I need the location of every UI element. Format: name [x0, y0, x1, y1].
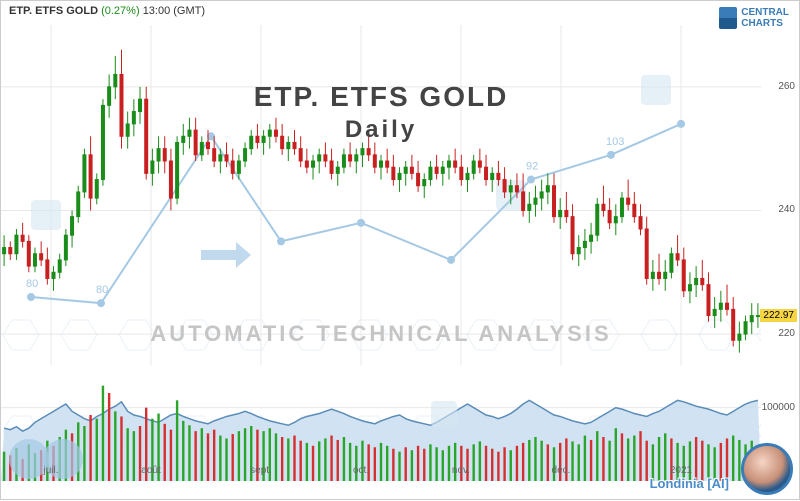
londinia-label[interactable]: Londinia [AI] [650, 476, 729, 491]
svg-text:80: 80 [26, 278, 38, 290]
chart-subtitle: Daily [1, 116, 761, 144]
price-y-axis: 220240260222.97 [759, 25, 799, 365]
timestamp: 13:00 (GMT) [143, 5, 205, 17]
pct-change: (0.27%) [101, 5, 140, 17]
avatar-icon[interactable] [741, 443, 793, 495]
chart-title: ETP. ETFS GOLD [1, 81, 761, 113]
watermark-text: AUTOMATIC TECHNICAL ANALYSIS [1, 321, 761, 347]
x-axis: juil.aoûtsept.oct.nov.déc.2021 [1, 481, 761, 501]
svg-text:92: 92 [526, 161, 538, 173]
svg-text:80: 80 [96, 284, 108, 296]
brand-logo[interactable]: CENTRALCHARTS [719, 7, 789, 29]
volume-chart[interactable] [1, 371, 761, 481]
logo-text: CENTRALCHARTS [741, 7, 789, 29]
logo-icon [719, 7, 737, 29]
symbol-label: ETP. ETFS GOLD [9, 5, 98, 17]
chart-container: ETP. ETFS GOLD (0.27%) 13:00 (GMT) CENTR… [0, 0, 800, 500]
price-chart[interactable]: 808092103 [1, 25, 761, 365]
chart-header: ETP. ETFS GOLD (0.27%) 13:00 (GMT) [9, 5, 205, 17]
